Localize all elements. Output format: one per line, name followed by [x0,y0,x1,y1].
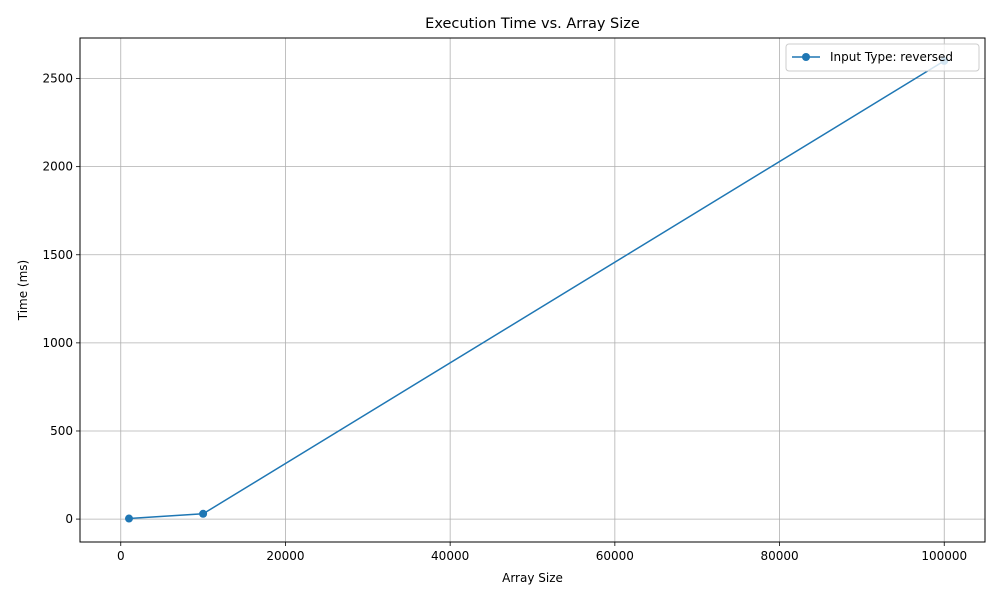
legend-entry-reversed: Input Type: reversed [830,50,953,64]
x-tick-label: 0 [117,549,125,563]
y-tick-label: 0 [65,512,73,526]
x-tick-label: 100000 [921,549,967,563]
y-tick-label: 500 [50,424,73,438]
data-point [199,509,208,518]
x-tick-label: 40000 [431,549,469,563]
x-tick-label: 20000 [266,549,304,563]
ticks: 0 20000 40000 60000 80000 100000 0 500 1000 1500 2… [42,72,967,563]
x-axis-label: Array Size [502,571,563,585]
legend-marker-swatch [802,53,810,61]
y-tick-label: 2500 [42,72,73,86]
data-point [124,514,133,523]
y-tick-label: 1000 [42,336,73,350]
plot-frame [79,37,986,543]
x-tick-label: 60000 [596,549,634,563]
y-axis-label: Time (ms) [16,260,30,322]
chart-title: Execution Time vs. Array Size [425,16,640,32]
grid [80,38,985,542]
legend-box [785,43,980,72]
y-tick-label: 1500 [42,248,73,262]
y-tick-label: 2000 [42,160,73,174]
x-tick-label: 80000 [760,549,798,563]
legend: Input Type: reversed [785,43,980,72]
